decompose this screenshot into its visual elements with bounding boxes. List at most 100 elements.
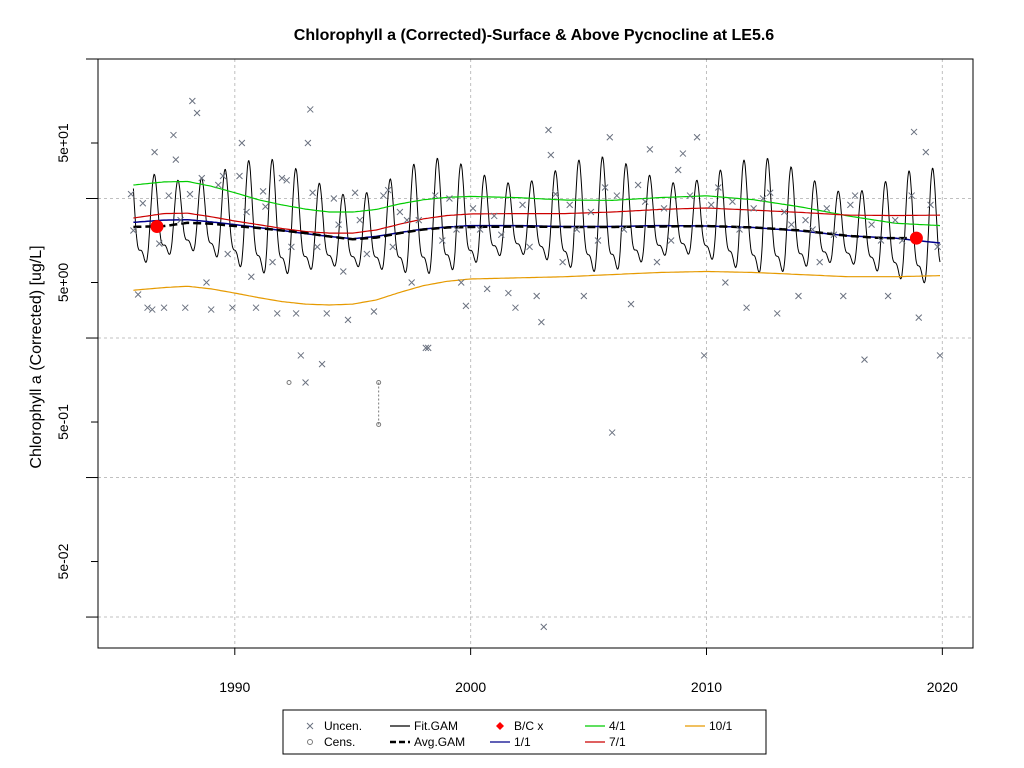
y-tick-label: 5e-01 (55, 404, 71, 440)
uncen-point (170, 131, 177, 139)
bc-point (150, 220, 164, 234)
uncen-point (627, 300, 635, 308)
line-10-1 (133, 270, 941, 306)
uncen-point (868, 221, 875, 228)
uncen-point (700, 352, 708, 359)
uncen-point (634, 181, 642, 189)
uncen-point (283, 176, 291, 184)
uncen-point (304, 139, 312, 147)
uncen-point (580, 292, 588, 300)
uncen-point (736, 226, 743, 233)
legend-label-d11: 1/1 (514, 735, 531, 749)
uncen-point (795, 292, 802, 300)
uncen-point (646, 146, 654, 153)
line-7-1 (133, 207, 941, 234)
uncen-point (573, 226, 581, 233)
uncen-point (408, 279, 416, 286)
legend-symbol-cens (307, 739, 313, 745)
uncen-point (476, 226, 484, 233)
uncen-point (238, 139, 246, 147)
legend-label-d41: 4/1 (609, 719, 626, 733)
uncen-point (497, 231, 505, 239)
uncen-point (686, 192, 694, 199)
legend-label-bc: B/C x (514, 719, 543, 733)
uncen-point (552, 190, 559, 198)
uncen-point (198, 174, 206, 182)
uncen-point (344, 316, 352, 324)
uncen-point (469, 205, 477, 212)
uncen-point (608, 429, 616, 436)
uncen-point (483, 285, 491, 293)
chart-title: Chlorophyll a (Corrected)-Surface & Abov… (294, 27, 775, 44)
uncen-point (823, 205, 831, 212)
uncen-point (431, 192, 439, 199)
legend-box (282, 709, 767, 755)
uncen-point (898, 237, 906, 244)
uncen-point (297, 352, 305, 359)
avg-gam-line (133, 221, 917, 241)
legend-label-avg_gam: Avg.GAM (414, 735, 465, 749)
uncen-point (526, 243, 533, 251)
legend-symbol-bc (496, 722, 504, 730)
uncen-point (144, 304, 151, 312)
uncen-point (127, 190, 135, 198)
censored-point (286, 379, 292, 385)
y-axis-label: Chlorophyll a (Corrected) [ug/L] (28, 245, 45, 468)
uncen-point (302, 379, 309, 386)
uncen-point (203, 279, 210, 286)
uncen-point (160, 304, 168, 312)
uncen-point (788, 221, 795, 228)
uncen-point (538, 318, 545, 326)
uncen-point (780, 208, 788, 216)
uncen-point (219, 172, 227, 180)
uncen-point (139, 199, 147, 207)
legend: Uncen. Cens. Fit.GAM Avg.GAM B/C x 1/1 4/1 7/1 1… (282, 709, 767, 755)
uncen-point (351, 189, 359, 197)
uncen-point (927, 201, 934, 209)
uncen-point (922, 148, 930, 156)
y-tick-label: 5e+01 (55, 123, 71, 163)
uncen-point (186, 190, 194, 198)
uncen-point (884, 292, 892, 300)
bc-point (909, 231, 923, 245)
legend-label-d71: 7/1 (609, 735, 626, 749)
uncen-point (908, 192, 916, 199)
uncen-point (335, 221, 342, 228)
uncen-point (839, 292, 847, 300)
uncen-point (288, 243, 295, 251)
x-tick-label: 2010 (691, 679, 722, 695)
grid (98, 58, 973, 648)
uncen-point (594, 237, 602, 244)
uncen-point (306, 106, 314, 113)
uncen-point (540, 623, 548, 631)
uncen-point (318, 360, 326, 368)
uncen-point (389, 243, 397, 251)
uncen-point (714, 184, 722, 191)
uncen-point (356, 216, 364, 224)
uncen-point (453, 226, 460, 233)
uncen-point (877, 237, 885, 244)
uncen-point (457, 279, 465, 286)
uncen-point (330, 195, 338, 202)
uncen-point (313, 243, 321, 251)
uncen-point (693, 133, 701, 141)
uncen-point (707, 201, 715, 209)
uncen-point (363, 250, 371, 258)
uncen-point (729, 198, 736, 205)
uncen-point (155, 240, 163, 247)
x-tick-label: 2000 (455, 679, 486, 695)
uncen-point (533, 292, 541, 300)
uncen-point (861, 356, 868, 363)
uncen-point (134, 291, 142, 298)
x-tick-label: 1990 (219, 679, 250, 695)
uncen-point (148, 306, 156, 313)
uncen-point (415, 216, 423, 224)
uncen-point (547, 151, 555, 159)
uncen-point (851, 192, 859, 199)
x-tick-label: 2020 (927, 679, 958, 695)
uncen-point (559, 258, 566, 266)
uncen-point (660, 205, 668, 212)
uncen-point (512, 304, 519, 312)
uncen-point (172, 156, 180, 163)
uncen-point (915, 314, 923, 321)
